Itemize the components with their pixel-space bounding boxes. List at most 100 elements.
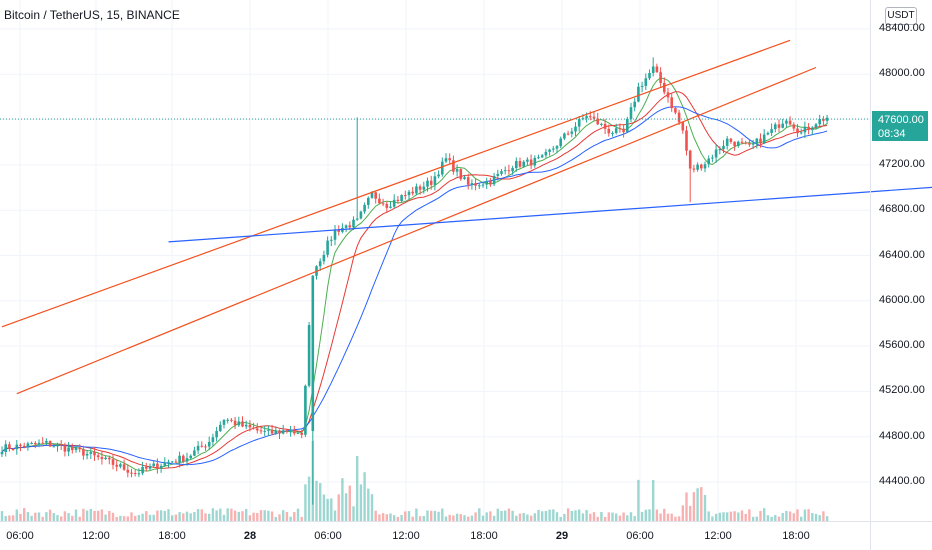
candle-body[interactable] (211, 437, 215, 442)
candle-body[interactable] (788, 120, 792, 125)
candle-body[interactable] (663, 82, 666, 93)
trend-line-channel-lower[interactable] (16, 66, 817, 395)
candle-body[interactable] (733, 141, 736, 146)
candle-body[interactable] (270, 429, 274, 434)
candle-body[interactable] (185, 458, 189, 462)
candle-body[interactable] (559, 138, 562, 147)
candle-body[interactable] (163, 462, 167, 466)
candle-body[interactable] (640, 85, 644, 87)
candle-body[interactable] (359, 211, 363, 219)
candle-body[interactable] (230, 419, 233, 421)
candle-body[interactable] (500, 171, 503, 174)
candle-body[interactable] (703, 164, 707, 169)
candle-body[interactable] (422, 186, 426, 190)
candle-body[interactable] (781, 123, 784, 128)
candle-body[interactable] (759, 138, 762, 144)
candle-body[interactable] (400, 195, 403, 202)
candle-body[interactable] (156, 463, 159, 469)
candle-body[interactable] (278, 430, 281, 434)
candle-body[interactable] (82, 449, 85, 456)
candle-body[interactable] (533, 157, 537, 166)
candle-body[interactable] (785, 120, 788, 124)
candle-body[interactable] (41, 442, 44, 444)
candle-body[interactable] (537, 157, 540, 159)
candle-body[interactable] (466, 177, 470, 185)
candle-body[interactable] (19, 444, 22, 446)
candle-body[interactable] (811, 127, 814, 130)
candle-body[interactable] (518, 161, 522, 167)
candle-body[interactable] (651, 66, 655, 73)
candle-body[interactable] (167, 461, 170, 463)
candle-body[interactable] (544, 151, 548, 156)
candle-body[interactable] (196, 445, 200, 451)
candle-body[interactable] (751, 143, 755, 145)
candle-body[interactable] (281, 430, 285, 434)
candle-body[interactable] (444, 158, 448, 162)
candle-body[interactable] (507, 170, 511, 172)
candle-body[interactable] (696, 164, 699, 170)
candle-body[interactable] (552, 148, 555, 150)
candle-body[interactable] (814, 124, 818, 128)
candle-body[interactable] (248, 424, 252, 428)
candle-body[interactable] (219, 424, 222, 431)
candle-body[interactable] (93, 452, 96, 456)
candle-body[interactable] (100, 457, 104, 460)
candle-body[interactable] (307, 325, 311, 386)
candle-body[interactable] (137, 473, 141, 475)
candle-body[interactable] (267, 429, 270, 431)
candle-body[interactable] (296, 432, 300, 434)
candle-body[interactable] (237, 421, 241, 426)
candle-body[interactable] (455, 169, 459, 172)
candle-body[interactable] (252, 427, 255, 429)
candle-body[interactable] (481, 184, 485, 186)
candle-body[interactable] (526, 159, 529, 162)
candle-body[interactable] (48, 440, 52, 447)
candle-body[interactable] (385, 203, 389, 208)
candle-body[interactable] (825, 117, 829, 121)
candle-body[interactable] (152, 463, 155, 467)
candle-body[interactable] (115, 464, 118, 467)
candle-body[interactable] (189, 455, 192, 459)
candle-body[interactable] (367, 197, 370, 205)
candle-body[interactable] (30, 442, 33, 444)
candle-body[interactable] (78, 447, 81, 450)
candle-body[interactable] (774, 124, 777, 130)
candle-body[interactable] (463, 177, 466, 180)
candle-body[interactable] (415, 186, 418, 194)
candle-body[interactable] (56, 444, 59, 447)
candle-body[interactable] (822, 118, 825, 121)
trend-lines[interactable] (1, 39, 932, 395)
candle-body[interactable] (59, 444, 63, 446)
candle-body[interactable] (744, 142, 747, 144)
candles[interactable] (0, 57, 829, 505)
candle-body[interactable] (740, 141, 744, 143)
candle-body[interactable] (241, 421, 244, 427)
candle-body[interactable] (777, 124, 781, 128)
candle-body[interactable] (426, 180, 429, 187)
candle-body[interactable] (89, 452, 93, 454)
candle-body[interactable] (655, 66, 659, 73)
candle-body[interactable] (762, 134, 766, 144)
candle-body[interactable] (485, 180, 488, 185)
candle-body[interactable] (226, 419, 229, 421)
candle-body[interactable] (256, 428, 259, 431)
candle-body[interactable] (429, 180, 433, 185)
candle-body[interactable] (540, 155, 544, 158)
candle-body[interactable] (263, 430, 266, 432)
candle-body[interactable] (4, 444, 7, 452)
candle-body[interactable] (489, 180, 492, 185)
candle-body[interactable] (22, 445, 26, 448)
candle-body[interactable] (8, 444, 11, 449)
candle-body[interactable] (418, 186, 422, 190)
candle-body[interactable] (67, 447, 70, 452)
candle-body[interactable] (141, 466, 144, 474)
candle-body[interactable] (96, 455, 100, 458)
candle-body[interactable] (515, 161, 518, 168)
candle-body[interactable] (577, 119, 581, 127)
candle-body[interactable] (215, 430, 218, 438)
candle-body[interactable] (492, 175, 496, 185)
candle-body[interactable] (688, 150, 692, 169)
candle-body[interactable] (818, 118, 821, 125)
candle-body[interactable] (618, 128, 622, 130)
